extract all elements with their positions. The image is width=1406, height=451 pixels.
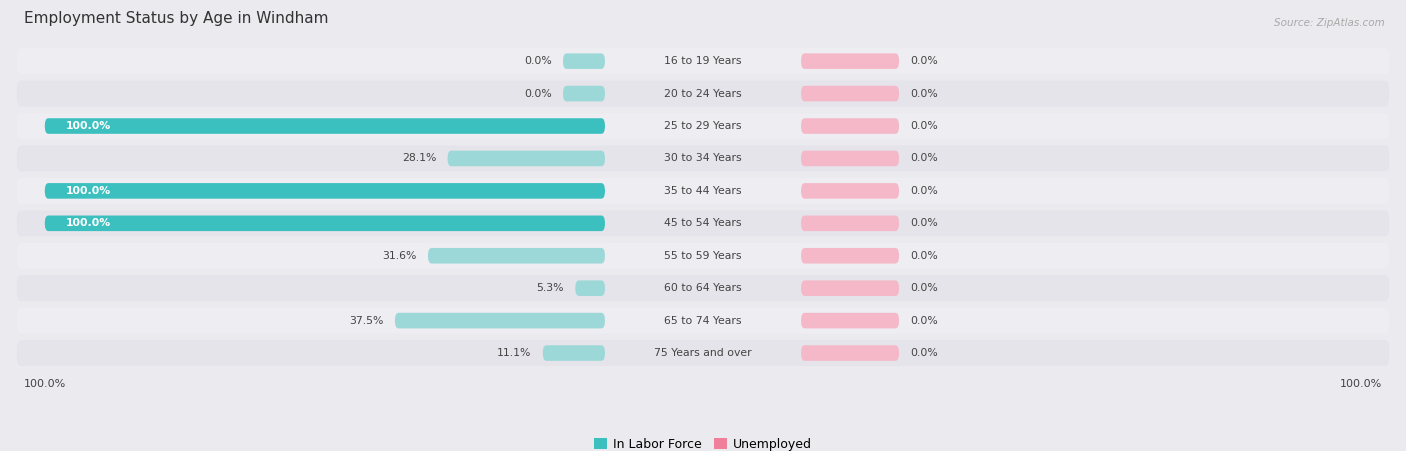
Text: 11.1%: 11.1% — [498, 348, 531, 358]
Text: 0.0%: 0.0% — [910, 121, 938, 131]
FancyBboxPatch shape — [17, 178, 1389, 204]
Text: 100.0%: 100.0% — [24, 379, 66, 389]
FancyBboxPatch shape — [801, 345, 898, 361]
Text: 0.0%: 0.0% — [910, 153, 938, 163]
Text: 55 to 59 Years: 55 to 59 Years — [664, 251, 742, 261]
Text: 0.0%: 0.0% — [910, 316, 938, 326]
FancyBboxPatch shape — [17, 308, 1389, 334]
FancyBboxPatch shape — [543, 345, 605, 361]
Text: 100.0%: 100.0% — [1340, 379, 1382, 389]
FancyBboxPatch shape — [801, 151, 898, 166]
Text: 0.0%: 0.0% — [910, 88, 938, 99]
Text: Source: ZipAtlas.com: Source: ZipAtlas.com — [1274, 18, 1385, 28]
FancyBboxPatch shape — [801, 118, 898, 134]
Text: 60 to 64 Years: 60 to 64 Years — [664, 283, 742, 293]
FancyBboxPatch shape — [575, 281, 605, 296]
FancyBboxPatch shape — [17, 243, 1389, 269]
Text: 100.0%: 100.0% — [66, 218, 111, 228]
Text: 35 to 44 Years: 35 to 44 Years — [664, 186, 742, 196]
Text: 28.1%: 28.1% — [402, 153, 436, 163]
Legend: In Labor Force, Unemployed: In Labor Force, Unemployed — [589, 433, 817, 451]
Text: 75 Years and over: 75 Years and over — [654, 348, 752, 358]
FancyBboxPatch shape — [427, 248, 605, 263]
FancyBboxPatch shape — [801, 216, 898, 231]
FancyBboxPatch shape — [17, 210, 1389, 236]
Text: 45 to 54 Years: 45 to 54 Years — [664, 218, 742, 228]
FancyBboxPatch shape — [45, 183, 605, 199]
FancyBboxPatch shape — [45, 118, 605, 134]
Text: 0.0%: 0.0% — [524, 88, 551, 99]
Text: 0.0%: 0.0% — [910, 218, 938, 228]
Text: 31.6%: 31.6% — [382, 251, 416, 261]
Text: Employment Status by Age in Windham: Employment Status by Age in Windham — [24, 11, 328, 26]
Text: 16 to 19 Years: 16 to 19 Years — [664, 56, 742, 66]
Text: 65 to 74 Years: 65 to 74 Years — [664, 316, 742, 326]
FancyBboxPatch shape — [801, 86, 898, 101]
FancyBboxPatch shape — [801, 183, 898, 199]
FancyBboxPatch shape — [17, 340, 1389, 366]
Text: 0.0%: 0.0% — [910, 283, 938, 293]
FancyBboxPatch shape — [562, 53, 605, 69]
Text: 25 to 29 Years: 25 to 29 Years — [664, 121, 742, 131]
FancyBboxPatch shape — [395, 313, 605, 328]
Text: 20 to 24 Years: 20 to 24 Years — [664, 88, 742, 99]
FancyBboxPatch shape — [801, 313, 898, 328]
Text: 5.3%: 5.3% — [537, 283, 564, 293]
Text: 30 to 34 Years: 30 to 34 Years — [664, 153, 742, 163]
Text: 0.0%: 0.0% — [910, 56, 938, 66]
FancyBboxPatch shape — [801, 281, 898, 296]
FancyBboxPatch shape — [562, 86, 605, 101]
FancyBboxPatch shape — [801, 53, 898, 69]
Text: 0.0%: 0.0% — [910, 348, 938, 358]
FancyBboxPatch shape — [801, 248, 898, 263]
Text: 0.0%: 0.0% — [910, 251, 938, 261]
Text: 0.0%: 0.0% — [910, 186, 938, 196]
Text: 37.5%: 37.5% — [349, 316, 384, 326]
FancyBboxPatch shape — [17, 113, 1389, 139]
FancyBboxPatch shape — [45, 216, 605, 231]
FancyBboxPatch shape — [17, 146, 1389, 171]
FancyBboxPatch shape — [17, 81, 1389, 106]
FancyBboxPatch shape — [17, 48, 1389, 74]
FancyBboxPatch shape — [447, 151, 605, 166]
Text: 100.0%: 100.0% — [66, 186, 111, 196]
Text: 100.0%: 100.0% — [66, 121, 111, 131]
FancyBboxPatch shape — [17, 275, 1389, 301]
Text: 0.0%: 0.0% — [524, 56, 551, 66]
